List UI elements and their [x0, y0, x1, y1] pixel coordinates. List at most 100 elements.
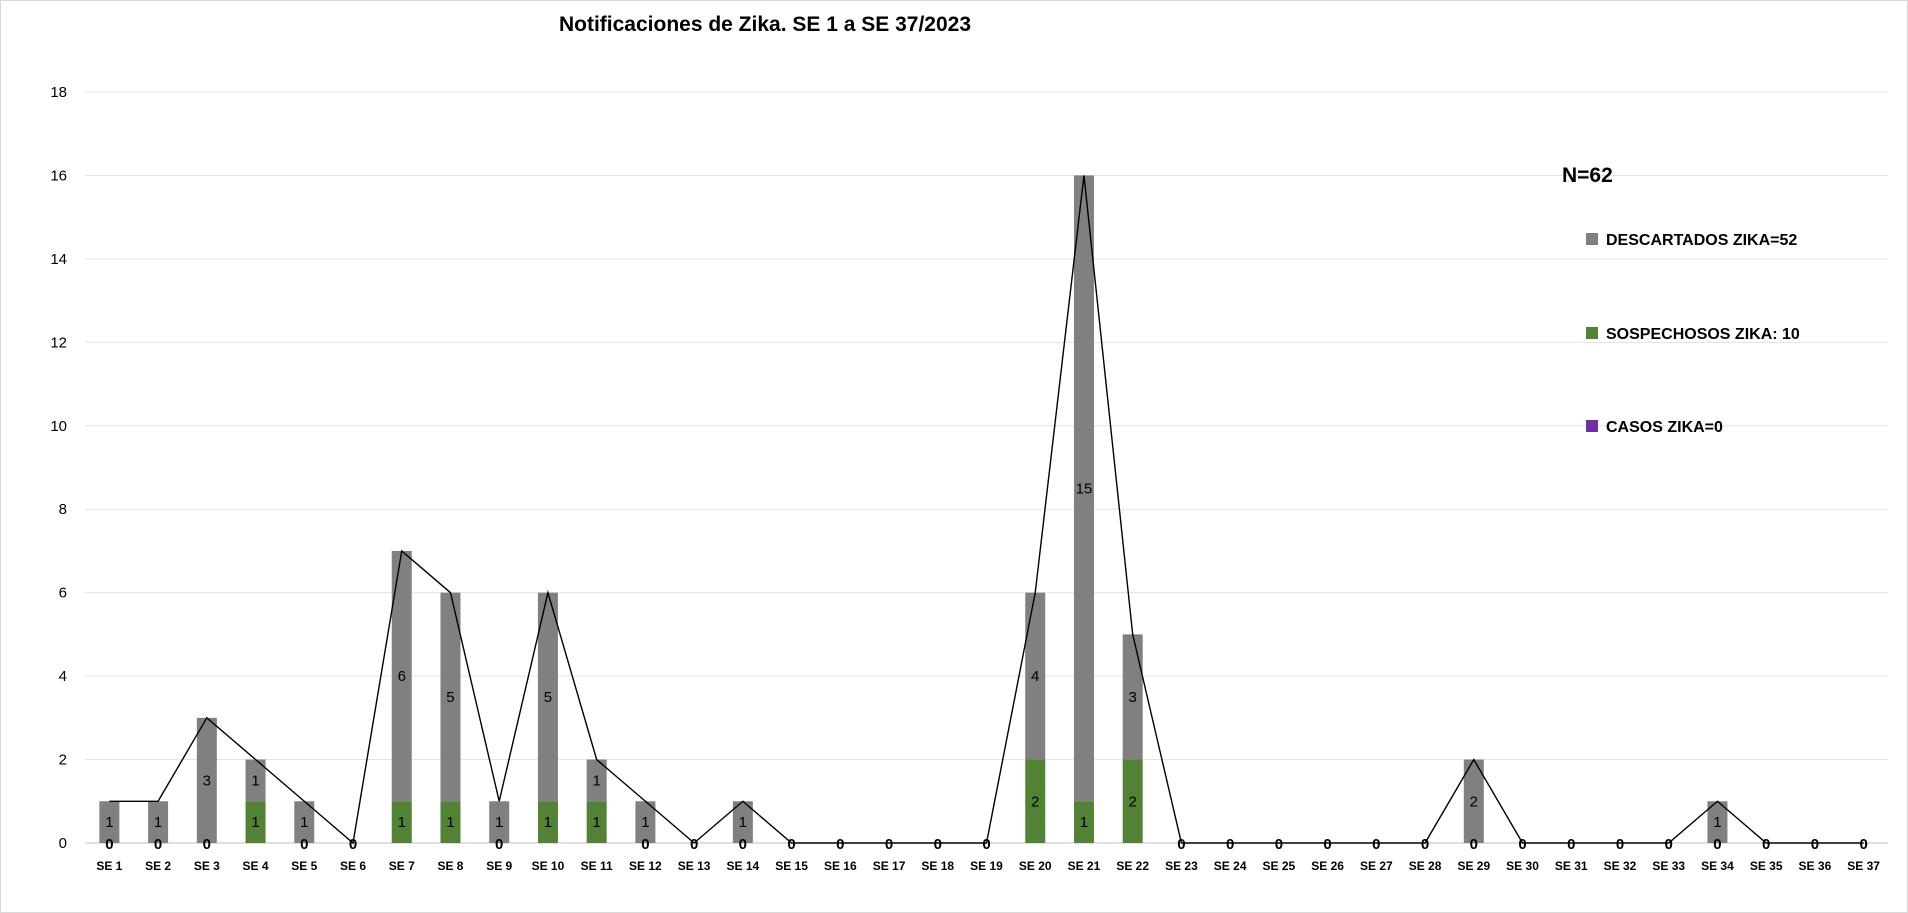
zero-label: 0: [300, 836, 308, 853]
data-label: 1: [251, 814, 259, 831]
x-tick-label: SE 6: [340, 859, 366, 873]
data-label: 1: [251, 772, 259, 789]
zero-label: 0: [1372, 836, 1380, 853]
x-tick-label: SE 18: [921, 859, 954, 873]
x-tick-label: SE 25: [1263, 859, 1296, 873]
x-tick-label: SE 26: [1311, 859, 1344, 873]
data-label: 1: [300, 814, 308, 831]
bar-segment: [1707, 801, 1728, 843]
zero-label: 0: [1275, 836, 1283, 853]
data-label: 1: [446, 814, 454, 831]
x-tick-label: SE 34: [1701, 859, 1734, 873]
y-tick-label: 14: [50, 251, 67, 268]
x-tick-label: SE 10: [532, 859, 565, 873]
zero-label: 0: [690, 836, 698, 853]
zero-label: 0: [836, 836, 844, 853]
labels-layer: SE 1 SE 2 SE 3 SE 4 SE 5 SE 6 SE 7 SE 8 SE 9 SE 1…: [96, 480, 1880, 873]
x-tick-label: SE 12: [629, 859, 662, 873]
zero-label: 0: [495, 836, 503, 853]
x-tick-label: SE 9: [486, 859, 512, 873]
x-tick-label: SE 32: [1604, 859, 1637, 873]
zero-label: 0: [1323, 836, 1331, 853]
line-layer: [109, 175, 1864, 845]
zero-label: 0: [641, 836, 649, 853]
x-tick-label: SE 5: [291, 859, 317, 873]
legend-swatch: [1586, 420, 1598, 432]
legend-swatch: [1586, 327, 1598, 339]
zero-label: 0: [1859, 836, 1867, 853]
x-tick-label: SE 33: [1652, 859, 1685, 873]
zero-label: 0: [787, 836, 795, 853]
x-tick-label: SE 11: [581, 859, 613, 873]
bar-segment: [635, 801, 656, 843]
y-tick-label: 6: [59, 585, 67, 602]
x-tick-label: SE 4: [243, 859, 269, 873]
data-label: 1: [544, 814, 552, 831]
x-tick-label: SE 20: [1019, 859, 1052, 873]
data-label: 1: [1713, 814, 1721, 831]
bar-segment: [99, 801, 120, 843]
data-label: 1: [739, 814, 747, 831]
zero-label: 0: [1177, 836, 1185, 853]
bar-segment: [537, 592, 558, 802]
x-tick-label: SE 35: [1750, 859, 1783, 873]
total-annotation: N=62: [1562, 164, 1613, 187]
x-tick-label: SE 23: [1165, 859, 1198, 873]
bar-segment: [245, 759, 266, 802]
bar-segment: [245, 801, 266, 843]
data-label: 15: [1076, 480, 1093, 497]
bar-segment: [440, 801, 461, 843]
x-tick-label: SE 13: [678, 859, 711, 873]
bar-segment: [586, 759, 607, 802]
bar-segment: [391, 801, 412, 843]
x-tick-label: SE 22: [1116, 859, 1149, 873]
data-label: 2: [1031, 793, 1039, 810]
x-tick-label: SE 29: [1457, 859, 1490, 873]
zero-label: 0: [934, 836, 942, 853]
zero-label: 0: [982, 836, 990, 853]
x-tick-label: SE 14: [726, 859, 759, 873]
bar-segment: [148, 801, 169, 843]
zero-label: 0: [1616, 836, 1624, 853]
legend-label: SOSPECHOSOS ZIKA: 10: [1606, 326, 1800, 343]
x-tick-label: SE 17: [873, 859, 906, 873]
x-tick-label: SE 8: [437, 859, 463, 873]
data-label: 4: [1031, 668, 1039, 685]
data-label: 1: [398, 814, 406, 831]
y-tick-label: 0: [59, 835, 67, 852]
data-label: 3: [203, 772, 211, 789]
x-tick-label: SE 16: [824, 859, 857, 873]
y-tick-label: 10: [50, 418, 67, 435]
x-tick-label: SE 1: [96, 859, 122, 873]
y-tick-label: 4: [59, 668, 67, 685]
data-label: 1: [641, 814, 649, 831]
y-tick-label: 18: [50, 84, 67, 101]
x-tick-label: SE 7: [389, 859, 415, 873]
zero-label: 0: [349, 836, 357, 853]
bar-segment: [440, 592, 461, 802]
x-tick-label: SE 36: [1799, 859, 1832, 873]
bar-segment: [294, 801, 315, 843]
zero-label: 0: [1518, 836, 1526, 853]
x-tick-label: SE 19: [970, 859, 1003, 873]
data-label: 3: [1129, 689, 1137, 706]
y-tick-label: 2: [59, 752, 67, 769]
zero-label: 0: [1421, 836, 1429, 853]
data-label: 6: [398, 668, 406, 685]
zero-label: 0: [154, 836, 162, 853]
x-tick-label: SE 3: [194, 859, 220, 873]
x-tick-label: SE 15: [775, 859, 808, 873]
bar-segment: [196, 717, 217, 843]
total-line: [109, 175, 1864, 845]
zero-label: 0: [1665, 836, 1673, 853]
data-label: 1: [105, 814, 113, 831]
legend-swatch: [1586, 233, 1598, 245]
zero-label: 0: [1713, 836, 1721, 853]
bar-segment: [732, 801, 753, 843]
y-tick-label: 12: [50, 334, 67, 351]
x-tick-label: SE 27: [1360, 859, 1393, 873]
data-label: 1: [154, 814, 162, 831]
